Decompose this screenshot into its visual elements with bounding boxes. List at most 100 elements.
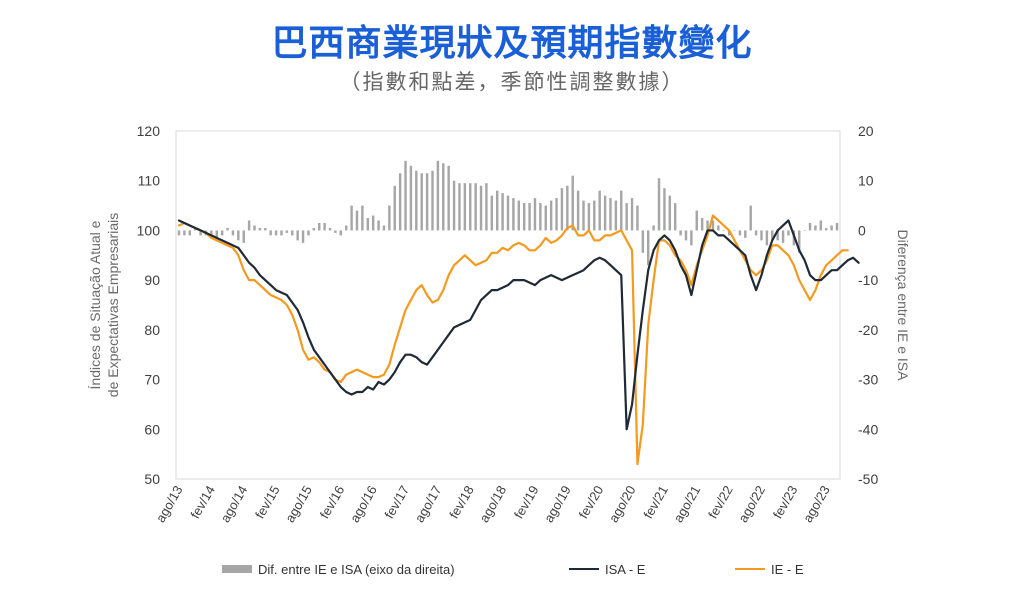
diff-bar [242,230,245,243]
right-tick-label: -10 [858,272,878,288]
diff-bar [830,225,833,231]
diff-bar [237,230,240,241]
right-tick-label: 0 [858,222,866,238]
diff-bar [781,230,785,243]
diff-bar [231,230,235,236]
left-tick-label: 60 [144,421,160,437]
x-tick-label: fev/19 [511,483,542,521]
diff-bar [733,230,736,231]
legend-label-ie: IE - E [771,562,804,577]
diff-bar [506,195,510,231]
diff-bar [447,165,450,231]
x-tick-label: fev/15 [252,483,283,521]
left-tick-label: 120 [137,123,161,139]
x-tick-label: fev/16 [317,483,348,521]
diff-bar [269,230,272,236]
diff-bar [760,230,763,241]
legend-swatch-diff [222,565,252,573]
isa-line [177,219,860,431]
x-tick-label: fev/20 [576,483,607,521]
legend-label-isa: ISA - E [605,562,646,577]
diff-bar [522,203,526,231]
x-tick-label: ago/22 [735,483,768,525]
diff-bar [528,203,531,231]
diff-bar [544,205,547,231]
diff-bar [744,230,747,238]
right-axis-ticks: 20 10 0 -10 -20 -30 -40 -50 [858,123,878,487]
diff-bar [620,190,623,231]
x-tick-label: fev/17 [381,483,412,521]
diff-bar [442,163,445,231]
diff-bar [328,227,332,231]
x-tick-label: fev/22 [705,483,736,521]
diff-bar [614,200,618,231]
diff-bar [258,227,262,231]
diff-bar [371,215,375,231]
diff-bar [587,203,591,231]
left-tick-label: 70 [144,372,160,388]
x-tick-label: fev/14 [187,483,218,521]
diff-bar [350,205,353,231]
x-tick-label: ago/17 [412,483,445,525]
diff-bar [711,220,715,231]
diff-bar [339,230,343,236]
diff-bar [787,230,790,236]
diff-bar [274,230,278,236]
diff-bar [474,183,477,231]
diff-bar [355,210,359,231]
diff-bar [776,230,779,241]
diff-bar [501,193,504,231]
diff-bar [647,230,650,266]
diff-bar [458,183,461,231]
right-tick-label: -40 [858,421,878,437]
diff-bar [771,230,774,241]
right-tick-label: -30 [858,372,878,388]
line-series [177,214,860,466]
diff-bar [220,230,224,236]
diff-bar [673,203,677,231]
bar-series [177,160,839,266]
diff-bar [630,198,634,231]
diff-bar [695,210,698,231]
x-tick-label: ago/13 [153,483,186,525]
diff-bar [296,230,299,241]
chart-title: 巴西商業現狀及預期指數變化 [271,23,753,64]
diff-bar [717,225,720,231]
diff-bar [312,227,316,231]
chart-subtitle: （指數和點差，季節性調整數據） [339,70,685,94]
diff-bar [754,230,758,236]
diff-bar [264,227,267,231]
diff-bar [808,222,812,231]
diff-bar [307,230,310,236]
diff-bar [388,205,391,231]
left-tick-label: 50 [144,471,160,487]
diff-bar [582,200,585,231]
diff-bar [798,230,801,253]
diff-bar [177,230,181,236]
diff-bar [825,227,828,231]
diff-bar [657,178,661,231]
diff-bar [593,200,596,231]
left-tick-label: 100 [137,222,161,238]
diff-bar [436,160,440,231]
x-tick-label: fev/23 [770,483,801,521]
diff-bar [749,205,752,231]
diff-bar [199,230,202,236]
legend: Dif. entre IE e ISA (eixo da direita) IS… [222,562,804,577]
diff-bar [706,220,709,231]
diff-bar [188,230,191,236]
diff-bar [280,230,283,236]
right-tick-label: -50 [858,471,878,487]
left-tick-label: 110 [138,173,161,189]
diff-bar [301,230,305,243]
diff-bar [549,200,553,231]
diff-bar [323,222,326,231]
diff-bar [496,190,499,231]
diff-bar [512,198,515,231]
diff-bar [533,198,537,231]
left-axis-label-line2: de Expectativas Empresariais [105,213,121,397]
diff-bar [318,222,321,231]
diff-bar [490,195,494,231]
x-axis-ticks: ago/13 fev/14 ago/14 fev/15 ago/15 fev/16 ago/… [153,483,833,525]
